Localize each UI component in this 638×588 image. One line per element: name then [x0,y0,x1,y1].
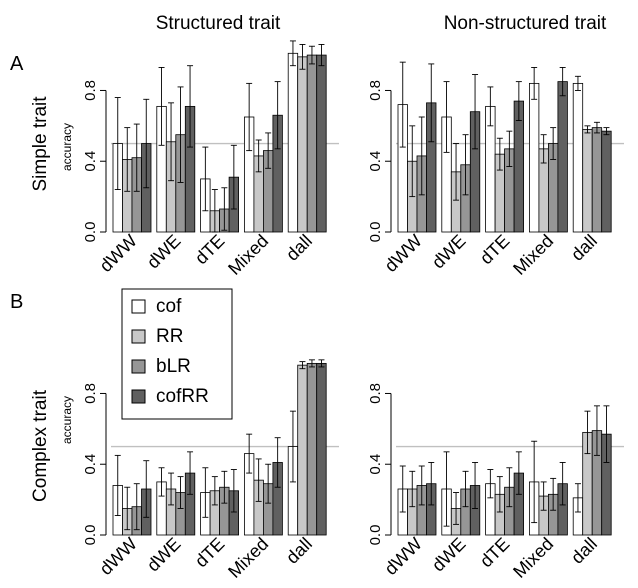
x-tick-label: Mixed [224,231,272,279]
panel-letter-b: B [10,291,23,313]
x-tick-label: dall [282,231,316,265]
x-tick-label: dTE [476,231,513,268]
bar-blr [591,127,603,233]
x-tick-label: dWE [143,534,185,576]
y-tick-label: 0.8 [82,80,99,101]
x-tick-label: dTE [191,231,228,268]
column-title-structured: Structured trait [156,13,281,34]
row-title-simple: Simple trait [30,96,51,192]
bar-cofrr [316,54,327,233]
y-tick-label: 0.4 [82,454,99,475]
x-tick-label: dWE [428,231,470,273]
bar-rr [297,56,308,233]
legend-label-blr: bLR [156,356,191,377]
x-tick-label: dall [567,231,601,265]
bar-blr [306,362,318,536]
bar-cofrr [316,362,327,536]
bar-cofrr [557,81,568,233]
legend-swatch-rr [131,329,146,344]
row-title-complex: Complex trait [30,389,51,502]
column-title-nonstructured: Non-structured trait [444,13,607,34]
bar-rr [582,128,593,233]
legend-label-cof: cof [156,296,182,317]
row-subtitle-complex: accuracy [60,396,74,444]
x-tick-label: dWE [428,534,470,576]
x-tick-label: dTE [191,534,228,571]
x-tick-label: dall [282,534,316,568]
row-subtitle-simple: accuracy [60,123,74,171]
bar-blr [306,54,318,233]
y-tick-label: 0.8 [367,383,384,404]
legend-label-cofrr: cofRR [156,386,209,407]
x-tick-label: dall [567,534,601,568]
bar-cof [572,82,584,233]
x-tick-label: dWW [381,231,426,276]
y-tick-label: 0.8 [82,383,99,404]
panel-letter-a: A [10,53,24,75]
bar-cofrr [601,130,612,233]
y-tick-label: 0.0 [82,222,99,243]
x-tick-label: dWW [381,534,426,579]
bar-rr [297,364,308,536]
y-tick-label: 0.0 [367,525,384,546]
y-tick-label: 0.0 [82,525,99,546]
bar-cof [529,82,540,233]
x-tick-label: dTE [476,534,513,571]
legend-swatch-cofrr [131,389,146,404]
x-tick-label: Mixed [224,534,272,582]
x-tick-label: dWW [96,534,141,579]
legend-label-rr: RR [156,326,183,347]
legend-swatch-blr [131,359,146,374]
legend-swatch-cof [131,299,146,314]
y-tick-label: 0.4 [367,151,384,172]
x-tick-label: Mixed [509,534,557,582]
y-tick-label: 0.0 [367,222,384,243]
bar-cof [287,52,299,233]
y-tick-label: 0.4 [82,151,99,172]
y-tick-label: 0.8 [367,80,384,101]
x-tick-label: Mixed [509,231,557,279]
x-tick-label: dWW [96,231,141,276]
x-tick-label: dWE [143,231,185,273]
y-tick-label: 0.4 [367,454,384,475]
